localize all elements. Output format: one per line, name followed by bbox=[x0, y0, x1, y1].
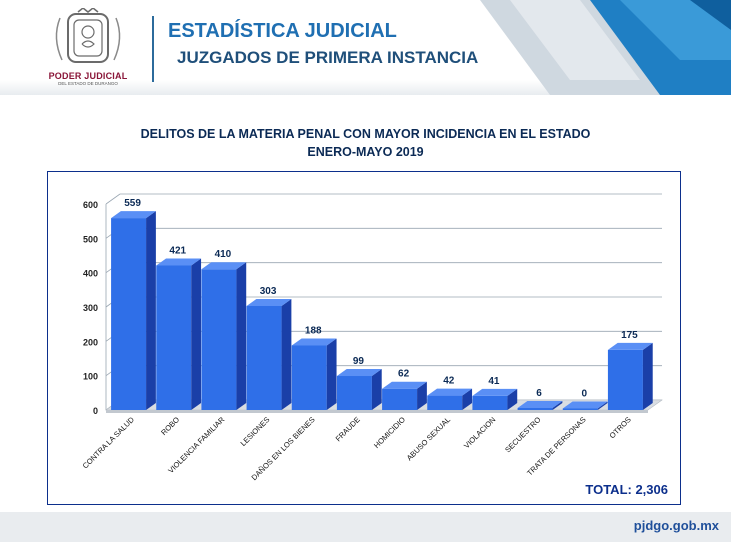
data-label: 175 bbox=[621, 330, 638, 341]
chart-title: DELITOS DE LA MATERIA PENAL CON MAYOR IN… bbox=[140, 127, 591, 141]
bar-side-5 bbox=[371, 369, 382, 410]
bar-top-3 bbox=[246, 298, 292, 306]
y-tick-label: 400 bbox=[83, 269, 98, 279]
bar-10 bbox=[562, 408, 598, 410]
x-tick-label: ABUSO SEXUAL bbox=[405, 415, 452, 462]
bar-side-2 bbox=[236, 262, 247, 410]
data-label: 6 bbox=[536, 388, 542, 399]
data-label: 188 bbox=[305, 325, 322, 336]
bar-top-6 bbox=[382, 381, 427, 389]
x-tick-label: LESIONES bbox=[239, 415, 272, 448]
page-subtitle: JUZGADOS DE PRIMERA INSTANCIA bbox=[177, 48, 479, 67]
bar-2 bbox=[201, 269, 237, 410]
bar-top-7 bbox=[427, 388, 473, 396]
bar-top-5 bbox=[336, 369, 382, 377]
total-label: TOTAL: 2,306 bbox=[585, 482, 668, 497]
y-tick-label: 0 bbox=[93, 406, 98, 416]
bar-top-2 bbox=[201, 262, 247, 270]
bar-11 bbox=[607, 349, 643, 410]
bar-side-7 bbox=[462, 388, 473, 410]
bar-9 bbox=[517, 407, 553, 410]
court-logo-icon bbox=[55, 8, 121, 63]
data-label: 0 bbox=[581, 389, 587, 400]
bar-7 bbox=[427, 395, 463, 410]
footer-bar bbox=[0, 512, 731, 542]
header-banner: PODER JUDICIAL DEL ESTADO DE DURANGO EST… bbox=[0, 0, 731, 95]
bar-side-6 bbox=[417, 381, 427, 410]
logo-subtitle: DEL ESTADO DE DURANGO bbox=[58, 81, 118, 86]
x-tick-label: FRAUDE bbox=[334, 415, 362, 443]
bar-top-0 bbox=[111, 211, 156, 219]
y-tick-label: 300 bbox=[83, 303, 98, 313]
y-tick-label: 600 bbox=[83, 200, 98, 210]
data-label: 559 bbox=[124, 198, 141, 209]
bar-side-10 bbox=[597, 401, 608, 410]
bar-3 bbox=[246, 305, 282, 410]
x-tick-label: SECUESTRO bbox=[503, 415, 542, 454]
x-tick-label: ROBO bbox=[159, 415, 181, 437]
data-label: 410 bbox=[215, 249, 232, 260]
data-label: 99 bbox=[353, 356, 365, 367]
bar-side-11 bbox=[642, 342, 653, 410]
data-label: 42 bbox=[443, 376, 455, 387]
y-tick-label: 200 bbox=[83, 337, 98, 347]
x-tick-label: HOMICIDIO bbox=[372, 415, 407, 450]
bar-6 bbox=[382, 388, 418, 410]
y-tick-label: 100 bbox=[83, 372, 98, 382]
chart-frame: 0 100 200 300 400 500 600 559 CONTRA LA SALUD 421… bbox=[47, 171, 681, 505]
bar-top-8 bbox=[472, 388, 518, 396]
site-url[interactable]: pjdgo.gob.mx bbox=[633, 518, 719, 533]
bar-side-8 bbox=[507, 388, 518, 410]
bar-top-11 bbox=[607, 342, 653, 350]
chart-subtitle: ENERO-MAYO 2019 bbox=[307, 145, 424, 159]
bar-side-9 bbox=[552, 400, 563, 410]
bar-4 bbox=[291, 345, 327, 410]
x-tick-label: CONTRA LA SALUD bbox=[81, 415, 137, 471]
grid-diagonal bbox=[105, 193, 121, 205]
header-decoration bbox=[480, 0, 731, 95]
data-label: 62 bbox=[398, 369, 410, 380]
x-tick-label: OTROS bbox=[608, 415, 633, 440]
bar-top-1 bbox=[156, 258, 202, 266]
logo-name: PODER JUDICIAL bbox=[48, 71, 128, 81]
header-divider bbox=[152, 16, 154, 82]
bar-side-4 bbox=[326, 338, 337, 410]
bar-side-0 bbox=[146, 211, 156, 410]
y-tick-label: 500 bbox=[83, 234, 98, 244]
chart-floor-edge bbox=[106, 410, 648, 413]
bar-0 bbox=[111, 218, 147, 410]
data-label: 303 bbox=[260, 286, 277, 297]
bar-side-1 bbox=[191, 258, 202, 410]
bar-5 bbox=[336, 376, 372, 410]
bar-1 bbox=[156, 265, 192, 410]
bar-top-4 bbox=[291, 338, 337, 346]
x-tick-label: VIOLACION bbox=[462, 415, 497, 450]
page-title: ESTADÍSTICA JUDICIAL bbox=[168, 20, 397, 42]
bar-top-10 bbox=[562, 401, 608, 409]
bar-side-3 bbox=[281, 298, 292, 410]
bar-8 bbox=[472, 395, 508, 410]
bar-top-9 bbox=[517, 400, 563, 408]
data-label: 421 bbox=[169, 245, 186, 256]
data-label: 41 bbox=[488, 376, 500, 387]
